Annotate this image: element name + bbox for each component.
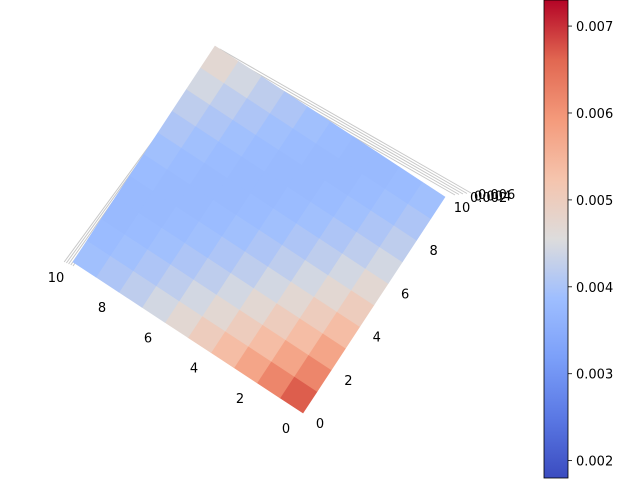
colorbar-tick-label: 0.002 xyxy=(576,455,613,470)
y-tick-label: 4 xyxy=(190,362,198,377)
colorbar-tick-label: 0.003 xyxy=(576,368,613,383)
colorbar-tick-label: 0.004 xyxy=(576,281,613,296)
y-tick-label: 0 xyxy=(282,422,290,437)
y-tick-label: 2 xyxy=(236,392,244,407)
x-tick-label: 4 xyxy=(373,331,381,346)
z-tick-label: 0.004 xyxy=(474,189,511,204)
z-tick-label: 0.006 xyxy=(478,188,515,203)
x-tick-label: 10 xyxy=(454,201,471,216)
y-tick-label: 8 xyxy=(98,301,106,316)
colorbar-tick-label: 0.005 xyxy=(576,194,613,209)
x-tick-label: 0 xyxy=(316,417,324,432)
colorbar: 0.002 0.003 0.004 0.005 0.006 0.007 xyxy=(543,0,613,479)
colorbar-tick-label: 0.006 xyxy=(576,107,613,122)
surface-cell xyxy=(200,45,239,84)
y-axis-tick-labels: 0 2 4 6 8 10 xyxy=(48,271,290,437)
colorbar-tick-label: 0.007 xyxy=(576,20,613,35)
colorbar-ticks: 0.002 0.003 0.004 0.005 0.006 0.007 xyxy=(568,20,613,470)
z-tick-label: 0.002 xyxy=(470,191,507,206)
surface-cells xyxy=(72,45,446,414)
x-axis-tick-labels: 0 2 4 6 8 10 xyxy=(316,201,470,432)
x-tick-label: 6 xyxy=(401,287,409,302)
y-tick-label: 10 xyxy=(48,271,65,286)
y-tick-label: 6 xyxy=(144,331,152,346)
x-tick-label: 8 xyxy=(429,244,437,259)
x-tick-label: 2 xyxy=(344,374,352,389)
colorbar-gradient xyxy=(543,0,569,479)
